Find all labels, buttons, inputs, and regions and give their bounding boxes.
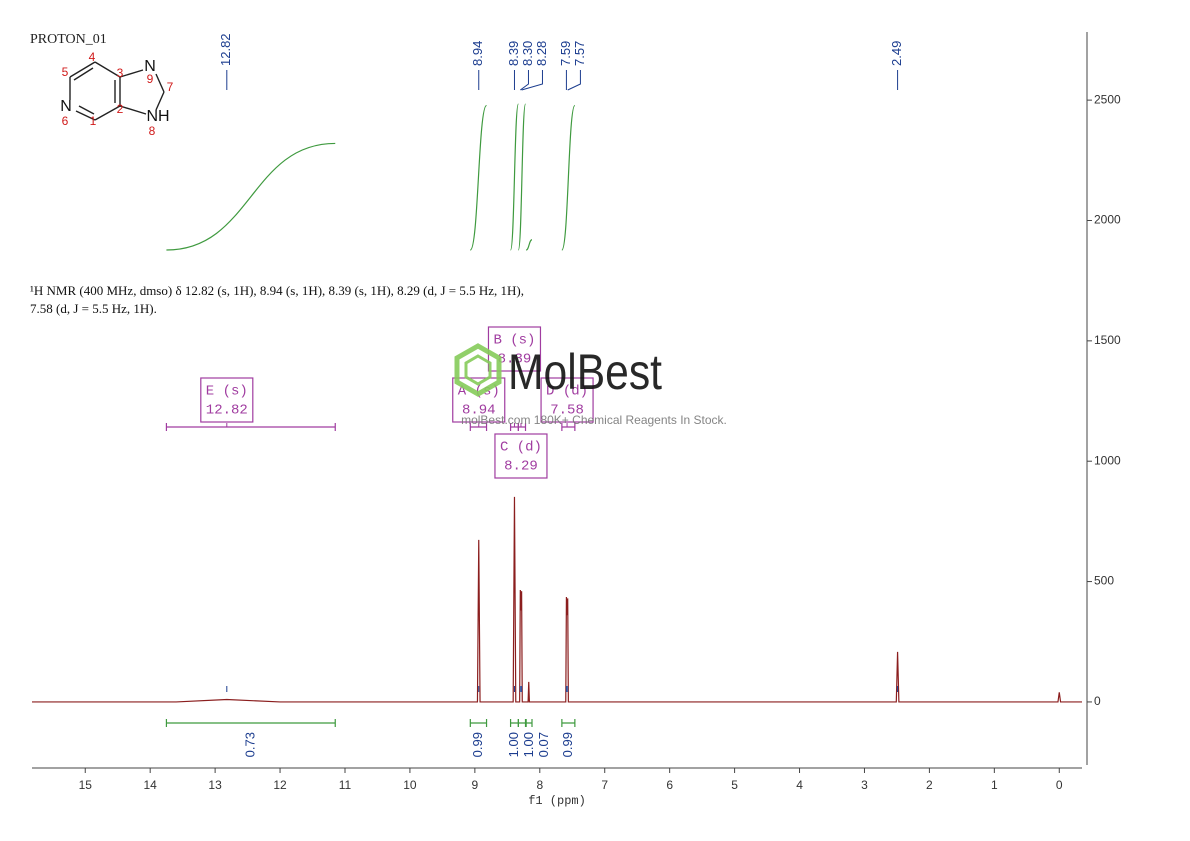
atom: N bbox=[60, 98, 72, 115]
x-tick-label: 12 bbox=[273, 778, 287, 792]
description-line: ¹H NMR (400 MHz, dmso) δ 12.82 (s, 1H), … bbox=[30, 283, 524, 298]
locants: 1 2 3 4 5 6 7 8 9 bbox=[62, 50, 174, 138]
integral-label: 0.73 bbox=[242, 732, 257, 757]
x-tick-label: 13 bbox=[208, 778, 222, 792]
multiplet-shift: 7.58 bbox=[550, 403, 584, 419]
integral-label: 1.00 bbox=[506, 732, 521, 757]
integral-bracket bbox=[165, 719, 336, 727]
integral-curve bbox=[509, 103, 519, 251]
x-tick-label: 5 bbox=[731, 778, 738, 792]
x-tick-label: 15 bbox=[79, 778, 93, 792]
integral-bracket bbox=[561, 719, 576, 727]
multiplet-bracket bbox=[561, 423, 576, 431]
atom: N bbox=[144, 58, 156, 75]
integral-bracket bbox=[469, 719, 488, 727]
watermark-tagline: molBest.com 180K+ Chemical Reagents In S… bbox=[461, 413, 727, 427]
x-tick-label: 6 bbox=[666, 778, 673, 792]
locant: 8 bbox=[149, 124, 156, 138]
multiplet-name: E (s) bbox=[206, 384, 248, 400]
integral-bracket bbox=[525, 719, 533, 727]
locant: 3 bbox=[117, 66, 124, 80]
integral-curve bbox=[166, 142, 336, 251]
multiplet-bracket bbox=[517, 423, 527, 431]
watermark: MolBest molBest.com 180K+ Chemical Reage… bbox=[454, 343, 727, 427]
peak-pick-line bbox=[521, 70, 543, 91]
x-tick-label: 11 bbox=[339, 778, 352, 792]
integral-curve bbox=[469, 104, 488, 251]
y-tick-label: 0 bbox=[1094, 694, 1101, 708]
logo bbox=[454, 343, 502, 397]
peak-pick-label: 12.82 bbox=[218, 33, 233, 66]
integral-label: 0.07 bbox=[536, 732, 551, 757]
atom: NH bbox=[146, 108, 169, 125]
y-tick-label: 1500 bbox=[1094, 333, 1121, 347]
integral-curve bbox=[517, 103, 527, 251]
locant: 9 bbox=[147, 72, 154, 86]
integral-label: 0.99 bbox=[560, 732, 575, 757]
multiplet-shift: 8.39 bbox=[498, 352, 532, 368]
x-tick-label: 8 bbox=[536, 778, 543, 792]
peak-pick-line bbox=[567, 70, 581, 91]
multiplet-box bbox=[200, 377, 254, 423]
multiplet-box bbox=[540, 377, 594, 423]
spectrum-line bbox=[32, 496, 1082, 703]
peak-pick-label: 8.28 bbox=[534, 41, 549, 66]
logo bbox=[464, 354, 492, 386]
peak-pick-line bbox=[520, 70, 529, 91]
multiplet-shift: 8.29 bbox=[504, 459, 538, 475]
x-tick-label: 7 bbox=[601, 778, 608, 792]
integral-bracket bbox=[509, 719, 519, 727]
locant: 5 bbox=[62, 65, 69, 79]
y-tick-label: 500 bbox=[1094, 574, 1114, 588]
x-tick-label: 14 bbox=[144, 778, 158, 792]
locant: 6 bbox=[62, 114, 69, 128]
multiplet-name: B (s) bbox=[493, 333, 535, 349]
integral-label: 0.99 bbox=[470, 732, 485, 757]
multiplet-shift: 8.94 bbox=[462, 403, 496, 419]
x-tick-label: 2 bbox=[926, 778, 933, 792]
x-tick-label: 10 bbox=[403, 778, 417, 792]
multiplet-box bbox=[487, 326, 542, 372]
integral-bracket bbox=[517, 719, 527, 727]
x-tick-label: 0 bbox=[1056, 778, 1063, 792]
peak-pick-label: 7.57 bbox=[572, 41, 587, 66]
x-tick-label: 4 bbox=[796, 778, 803, 792]
watermark-brand: MolBest bbox=[508, 344, 662, 400]
peak-pick-label: 8.94 bbox=[470, 41, 485, 66]
structure bbox=[69, 61, 165, 121]
integral-curve bbox=[525, 239, 533, 251]
locant: 2 bbox=[117, 102, 124, 116]
multiplet-box bbox=[494, 433, 548, 479]
multiplet-name: C (d) bbox=[500, 440, 542, 456]
y-tick-label: 1000 bbox=[1094, 453, 1121, 467]
y-tick-label: 2000 bbox=[1094, 213, 1121, 227]
description-line: 7.58 (d, J = 5.5 Hz, 1H). bbox=[30, 301, 157, 316]
multiplet-box bbox=[452, 377, 506, 423]
x-tick-label: 3 bbox=[861, 778, 868, 792]
peak-pick-label: 8.39 bbox=[506, 41, 521, 66]
x-tick-label: 9 bbox=[472, 778, 479, 792]
peak-pick-label: 2.49 bbox=[889, 41, 904, 66]
y-tick-label: 2500 bbox=[1094, 92, 1121, 106]
experiment-name: PROTON_01 bbox=[30, 32, 107, 47]
peak-pick-label: 8.30 bbox=[520, 41, 535, 66]
atoms: N N NH bbox=[60, 58, 169, 125]
locant: 1 bbox=[90, 114, 97, 128]
x-axis-label: f1 (ppm) bbox=[528, 794, 586, 808]
plot: 15 14 13 12 11 10 9 8 7 6 5 4 3 2 1 0f1 (ppm)0500100015… bbox=[32, 32, 1121, 808]
peak-pick-label: 7.59 bbox=[558, 41, 573, 66]
integral-label: 1.00 bbox=[521, 732, 536, 757]
multiplet-name: D (d) bbox=[546, 384, 588, 400]
multiplet-shift: 12.82 bbox=[206, 403, 248, 419]
x-tick-label: 1 bbox=[991, 778, 998, 792]
locant: 4 bbox=[89, 50, 96, 64]
multiplet-bracket bbox=[165, 423, 336, 431]
locant: 7 bbox=[167, 80, 174, 94]
integral-curve bbox=[561, 104, 576, 251]
